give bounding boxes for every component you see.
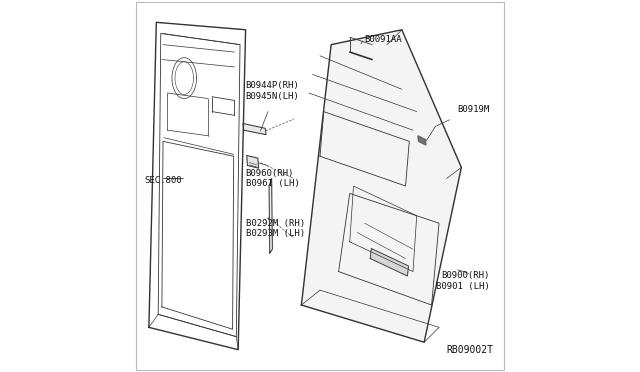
Polygon shape <box>243 124 266 135</box>
Text: B0900(RH)
B0901 (LH): B0900(RH) B0901 (LH) <box>435 271 489 291</box>
Text: B0091AA: B0091AA <box>365 35 403 44</box>
Text: B0919M: B0919M <box>457 105 489 114</box>
Polygon shape <box>370 248 408 276</box>
Text: B0944P(RH)
B0945N(LH): B0944P(RH) B0945N(LH) <box>246 81 300 101</box>
Text: B0292M (RH)
B0293M (LH): B0292M (RH) B0293M (LH) <box>246 219 305 238</box>
Text: SEC.800: SEC.800 <box>145 176 182 185</box>
Polygon shape <box>301 30 461 342</box>
Polygon shape <box>418 136 426 145</box>
Polygon shape <box>246 155 259 168</box>
Text: RB09002T: RB09002T <box>446 345 493 355</box>
Polygon shape <box>269 179 273 253</box>
Text: B0960(RH)
B0961 (LH): B0960(RH) B0961 (LH) <box>246 169 300 188</box>
